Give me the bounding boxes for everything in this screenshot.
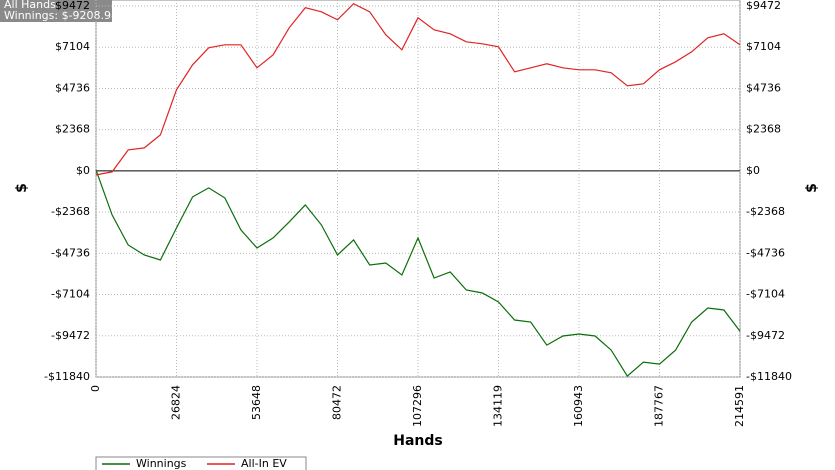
info-winnings: Winnings: $-9208.98 <box>4 9 118 22</box>
y2-tick-label: -$7104 <box>746 288 785 301</box>
x-tick-label: 214591 <box>733 385 746 427</box>
y2-tick-label: $7104 <box>746 40 781 53</box>
x-tick-label: 107296 <box>411 385 424 427</box>
legend-label: Winnings <box>136 457 187 470</box>
y-tick-label: $0 <box>76 164 90 177</box>
y-tick-label: $7104 <box>55 40 90 53</box>
series-line <box>95 169 741 378</box>
y2-tick-label: -$4736 <box>746 246 785 259</box>
y2-tick-label: $4736 <box>746 81 781 94</box>
y2-tick-label: $9472 <box>746 0 781 12</box>
info-box <box>0 0 112 22</box>
x-tick-label: 80472 <box>331 385 344 420</box>
y2-tick-label: -$11840 <box>746 370 792 383</box>
y-tick-label: -$2368 <box>51 205 90 218</box>
y-tick-label: -$7104 <box>51 288 90 301</box>
y-tick-label: $4736 <box>55 81 90 94</box>
x-tick-label: 187767 <box>652 385 665 427</box>
x-tick-label: 160943 <box>572 385 585 427</box>
y-tick-label: $9472 <box>55 0 90 12</box>
legend <box>95 456 307 470</box>
x-tick-label: 26824 <box>170 385 183 420</box>
x-tick-label: 0 <box>89 385 102 392</box>
x-tick-label: 53648 <box>250 385 263 420</box>
info-title: All Hands <box>4 0 56 11</box>
y2-tick-label: $0 <box>746 164 760 177</box>
y-tick-label: -$9472 <box>51 329 90 342</box>
series-line <box>95 2 741 176</box>
x-tick-label: 134119 <box>491 385 504 427</box>
y-tick-label: -$11840 <box>44 370 90 383</box>
y-axis-label: $ <box>14 183 30 193</box>
y2-tick-label: -$9472 <box>746 329 785 342</box>
y-tick-label: $2368 <box>55 123 90 136</box>
y2-tick-label: -$2368 <box>746 205 785 218</box>
plot-frame <box>95 0 741 378</box>
y-tick-label: -$4736 <box>51 246 90 259</box>
x-axis-label: Hands <box>393 433 443 449</box>
y2-tick-label: $2368 <box>746 123 781 136</box>
legend-label: All-In EV <box>241 457 287 470</box>
y2-axis-label: $ <box>804 183 820 193</box>
